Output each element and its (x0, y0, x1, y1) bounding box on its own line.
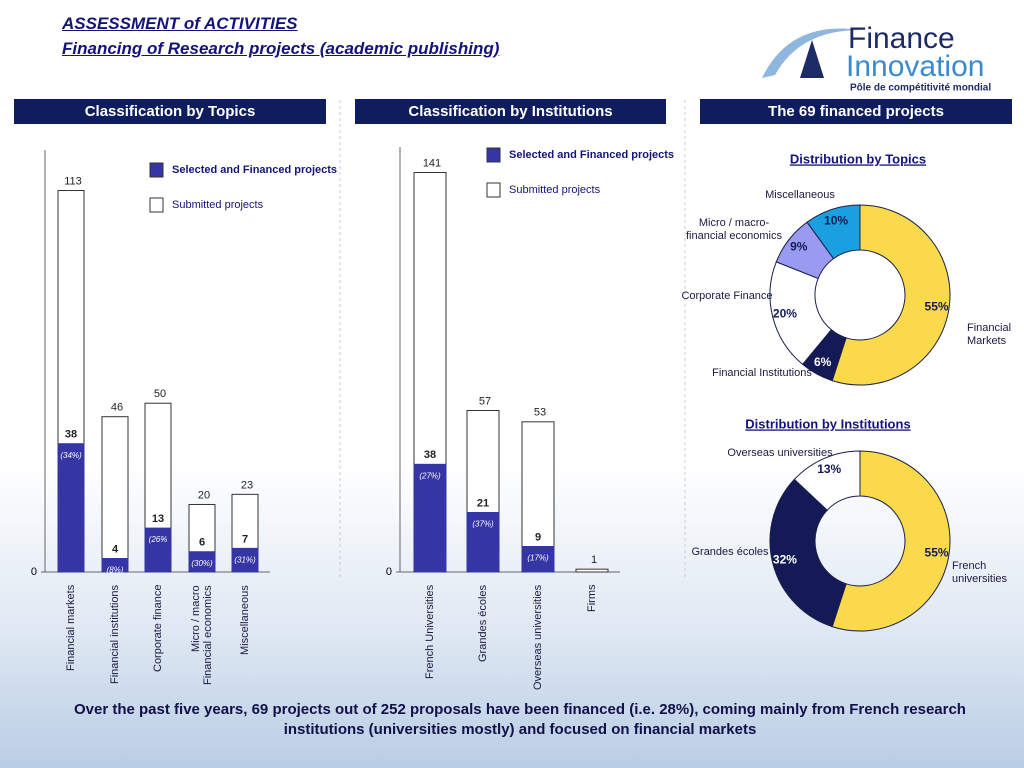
value-label: 4 (112, 543, 119, 555)
bar (575, 568, 609, 573)
x-tick-label: Overseas universities (532, 585, 544, 691)
legend-label: Selected and Financed projects (509, 149, 674, 161)
x-tick-label: Financial markets (65, 585, 77, 672)
value-label: 20 (198, 489, 210, 501)
value-label: 38 (424, 449, 436, 461)
logo-line1: Finance (848, 22, 955, 55)
legend-swatch (149, 162, 164, 178)
value-label: 6% (814, 355, 832, 369)
value-label: 9 (535, 531, 541, 543)
subtitle: Financing of Research projects (academic… (62, 39, 500, 58)
legend-label: Submitted projects (172, 199, 264, 211)
share-label: (27%) (419, 471, 441, 480)
value-label: 141 (423, 157, 441, 169)
value-label: 53 (534, 407, 546, 419)
value-label: 57 (479, 395, 491, 407)
share-label: (26% (149, 535, 168, 544)
pie-label: Overseas universities (727, 447, 833, 459)
pie-label: Financial Markets (967, 322, 1012, 347)
share-label: (30%) (191, 559, 213, 568)
bar (188, 551, 216, 573)
x-tick-label: Micro / macro Financial economics (190, 585, 214, 685)
value-label: 13 (152, 513, 164, 525)
section-header: The 69 financed projects (700, 99, 1012, 124)
value-label: 55% (925, 299, 949, 313)
pie-label: Financial Institutions (712, 367, 812, 379)
pie-slice (831, 204, 951, 386)
logo-tower (800, 40, 824, 78)
pie-label: Micro / macro-financial economics (686, 217, 782, 242)
pie-title: Distribution by Institutions (745, 416, 910, 431)
value-label: 1 (591, 554, 597, 566)
pie-slice (769, 478, 847, 628)
bar (521, 546, 555, 573)
x-tick-label: Firms (586, 585, 598, 613)
bar (231, 547, 259, 573)
share-label: (31%) (234, 555, 256, 564)
pie-title: Distribution by Topics (790, 151, 926, 166)
x-tick-label: Miscellaneous (239, 585, 251, 655)
value-label: 6 (199, 537, 205, 549)
value-label: 23 (241, 479, 253, 491)
logo-tagline: Pôle de compétitivité mondial (850, 83, 991, 94)
value-label: 21 (477, 497, 489, 509)
bar (466, 512, 500, 573)
bar (57, 443, 85, 573)
pie-label: Corporate Finance (681, 290, 773, 302)
pie-slice (806, 204, 861, 260)
section-header: Classification by Topics (14, 99, 326, 124)
legend-swatch (486, 147, 501, 163)
legend-label: Submitted projects (509, 184, 601, 196)
pie-slice (793, 450, 861, 511)
bar (101, 416, 129, 573)
x-tick-label: Corporate finance (152, 585, 164, 673)
value-label: 32% (773, 552, 797, 566)
value-label: 20% (773, 306, 797, 320)
legend-swatch (149, 197, 164, 213)
value-label: 13% (817, 462, 841, 476)
x-tick-label: French Universities (424, 585, 436, 680)
section-header: Classification by Institutions (355, 99, 666, 124)
y-tick-label: 0 (386, 566, 392, 578)
pie-label: Grandes écoles (691, 546, 769, 558)
x-tick-label: Grandes écoles (477, 585, 489, 663)
value-label: 38 (65, 429, 77, 441)
value-label: 9% (790, 240, 808, 254)
logo-swoosh (762, 28, 860, 78)
value-label: 55% (925, 545, 949, 559)
bar (413, 463, 447, 573)
x-tick-label: Financial institutions (109, 585, 121, 685)
footer-text: Over the past five years, 69 projects ou… (74, 701, 966, 738)
pie-label: French universities (952, 560, 1008, 585)
share-label: (37%) (472, 520, 494, 529)
value-label: 50 (154, 388, 166, 400)
pie-slice (831, 450, 951, 632)
share-label: (17%) (527, 554, 549, 563)
share-label: (8%) (107, 566, 124, 575)
logo-line2: Innovation (846, 50, 984, 83)
share-label: (34%) (60, 451, 82, 460)
y-tick-label: 0 (31, 566, 37, 578)
value-label: 10% (824, 213, 848, 227)
legend-swatch (486, 182, 501, 198)
value-label: 113 (64, 175, 82, 187)
value-label: 46 (111, 402, 123, 414)
bar (101, 557, 129, 573)
legend-label: Selected and Financed projects (172, 164, 337, 176)
bar (144, 527, 172, 573)
title: ASSESSMENT of ACTIVITIES (62, 14, 298, 33)
value-label: 7 (242, 533, 248, 545)
pie-label: Miscellaneous (765, 189, 835, 201)
